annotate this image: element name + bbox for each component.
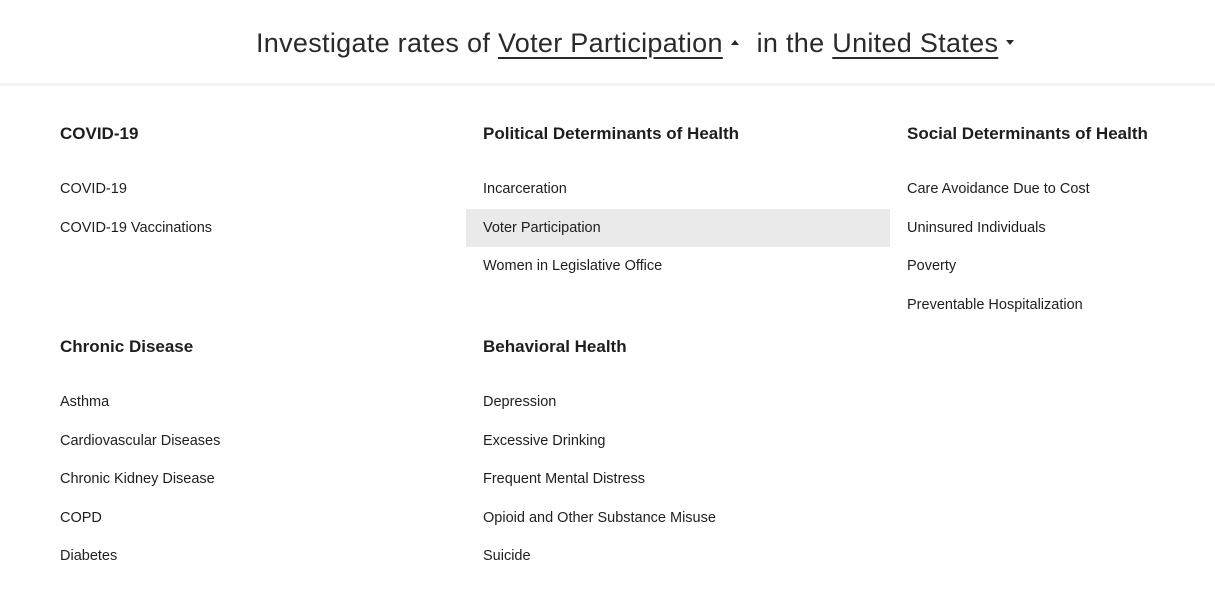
menu-item-voter-participation[interactable]: Voter Participation <box>466 208 890 247</box>
header-sentence: Investigate rates of Voter Participation… <box>256 26 1015 60</box>
caret-up-icon[interactable] <box>730 40 739 46</box>
menu-item-copd[interactable]: COPD <box>60 509 102 526</box>
group-title: Social Determinants of Health <box>907 124 1148 143</box>
caret-down-icon[interactable] <box>1006 40 1015 46</box>
group-title: Political Determinants of Health <box>483 124 739 143</box>
menu-item-covid-19-vaccinations[interactable]: COVID-19 Vaccinations <box>60 219 213 236</box>
topic-header: Investigate rates of Voter Participation… <box>0 0 1215 86</box>
menu-item-cardiovascular-diseases[interactable]: Cardiovascular Diseases <box>60 432 221 449</box>
menu-item-incarceration[interactable]: Incarceration <box>483 181 567 197</box>
menu-item-covid-19[interactable]: COVID-19 <box>60 181 127 197</box>
group-title: Behavioral Health <box>483 337 627 356</box>
group-title: COVID-19 <box>60 124 139 143</box>
menu-item-frequent-mental-distress[interactable]: Frequent Mental Distress <box>483 471 645 487</box>
location-picker[interactable]: United States <box>832 28 999 58</box>
menu-item-women-in-legislative-office[interactable]: Women in Legislative Office <box>483 258 663 274</box>
menu-item-preventable-hospitalization[interactable]: Preventable Hospitalization <box>907 296 1083 313</box>
menu-item-poverty[interactable]: Poverty <box>907 258 957 274</box>
menu-item-depression[interactable]: Depression <box>483 394 557 410</box>
menu-item-opioid-misuse[interactable]: Opioid and Other Substance Misuse <box>483 509 716 526</box>
group-chronic-disease: Chronic Disease Asthma Cardiovascular Di… <box>43 335 467 576</box>
group-political-determinants: Political Determinants of Health Incarce… <box>466 122 890 286</box>
group-social-determinants: Social Determinants of Health Care Avoid… <box>890 122 1215 324</box>
menu-item-chronic-kidney-disease[interactable]: Chronic Kidney Disease <box>60 471 215 487</box>
group-covid-19: COVID-19 COVID-19 COVID-19 Vaccinations <box>43 122 467 247</box>
menu-item-asthma[interactable]: Asthma <box>60 394 110 410</box>
group-title: Chronic Disease <box>60 337 194 356</box>
menu-item-diabetes[interactable]: Diabetes <box>60 548 118 564</box>
topic-dropdown-menu: COVID-19 COVID-19 COVID-19 Vaccinations … <box>0 86 1215 595</box>
menu-item-suicide[interactable]: Suicide <box>483 548 531 564</box>
group-behavioral-health: Behavioral Health Depression Excessive D… <box>466 335 890 576</box>
header-middle: in the <box>756 28 825 58</box>
topic-picker[interactable]: Voter Participation <box>497 28 723 58</box>
header-prefix: Investigate rates of <box>256 28 491 58</box>
menu-item-uninsured-individuals[interactable]: Uninsured Individuals <box>907 219 1046 236</box>
menu-item-care-avoidance[interactable]: Care Avoidance Due to Cost <box>907 181 1090 197</box>
menu-item-excessive-drinking[interactable]: Excessive Drinking <box>483 432 606 449</box>
